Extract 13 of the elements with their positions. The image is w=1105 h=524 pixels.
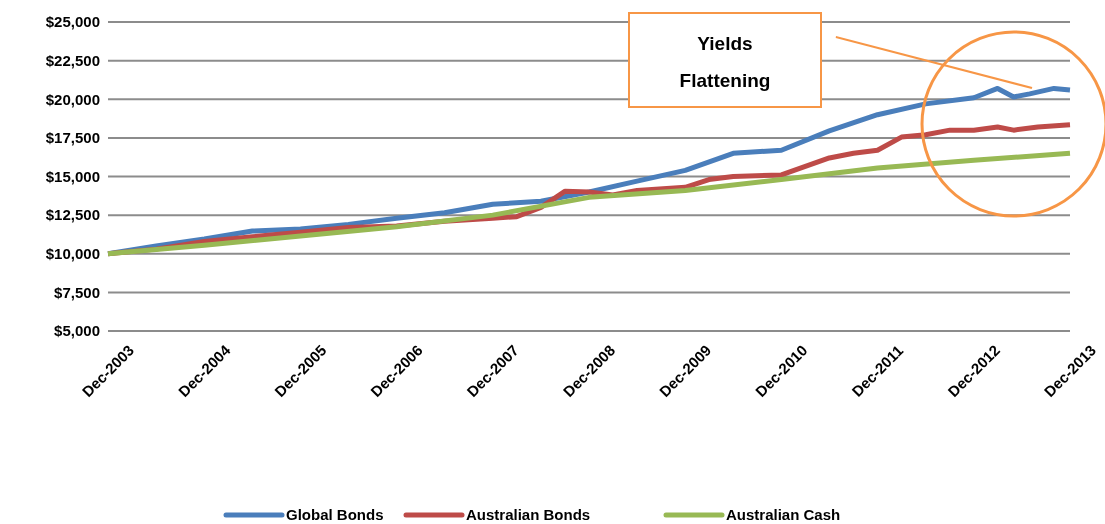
y-tick-label: $15,000 [45,167,100,185]
y-tick-label: $20,000 [45,90,100,108]
y-tick-label: $17,500 [45,129,100,147]
annotation: Yields Flattening [679,32,771,91]
legend-label: Australian Bonds [466,506,591,524]
legend-label: Global Bonds [286,506,384,524]
y-tick-label: $12,500 [45,206,100,224]
y-tick-label: $7,500 [54,283,100,301]
y-tick-label: $10,000 [45,245,100,262]
y-tick-label: $22,500 [45,51,100,69]
y-tick-label: $25,000 [45,13,100,31]
y-tick-label: $5,000 [54,322,100,340]
legend-label: Australian Cash [726,506,841,524]
